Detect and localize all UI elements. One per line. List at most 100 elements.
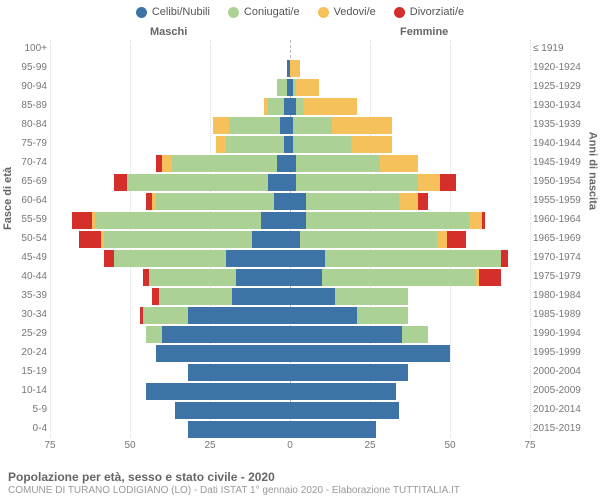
bar-segment: [290, 326, 402, 343]
bar-segment: [332, 117, 393, 134]
bar-segment: [72, 212, 91, 229]
male-bar: [143, 269, 290, 286]
female-bar: [290, 60, 300, 77]
male-bar: [79, 231, 290, 248]
bar-segment: [149, 269, 235, 286]
male-bar: [152, 288, 290, 305]
bar-segment: [335, 288, 409, 305]
bar-segment: [482, 212, 485, 229]
year-label: 1960-1964: [533, 214, 590, 225]
bar-segment: [351, 136, 393, 153]
bar-segment: [290, 250, 325, 267]
female-bar: [290, 250, 508, 267]
bar-segment: [300, 231, 438, 248]
age-label: 40-44: [5, 271, 47, 282]
x-tick: 75: [524, 440, 535, 451]
bar-segment: [290, 269, 322, 286]
bar-segment: [156, 193, 274, 210]
bar-segment: [95, 212, 261, 229]
bar-segment: [447, 231, 466, 248]
bar-segment: [188, 307, 290, 324]
bar-segment: [277, 79, 287, 96]
male-label: Maschi: [150, 26, 187, 38]
legend-swatch: [318, 7, 329, 18]
male-bar: [264, 98, 290, 115]
age-row: 30-341985-1989: [50, 306, 530, 325]
bar-segment: [188, 421, 290, 438]
female-bar: [290, 212, 485, 229]
bar-segment: [175, 402, 290, 419]
bar-segment: [290, 364, 408, 381]
bar-segment: [229, 117, 280, 134]
bar-segment: [159, 288, 233, 305]
bar-segment: [188, 364, 290, 381]
female-bar: [290, 326, 428, 343]
legend-item: Divorziati/e: [394, 6, 464, 18]
bar-segment: [104, 231, 251, 248]
male-bar: [140, 307, 290, 324]
female-bar: [290, 155, 418, 172]
bar-segment: [232, 288, 290, 305]
year-label: 2010-2014: [533, 404, 590, 415]
legend-label: Coniugati/e: [244, 6, 300, 18]
year-label: 1920-1924: [533, 62, 590, 73]
legend-label: Divorziati/e: [410, 6, 464, 18]
legend-swatch: [394, 7, 405, 18]
bar-segment: [290, 345, 450, 362]
year-label: 2000-2004: [533, 366, 590, 377]
legend-item: Coniugati/e: [228, 6, 300, 18]
age-label: 95-99: [5, 62, 47, 73]
age-row: 55-591960-1964: [50, 211, 530, 230]
bar-segment: [268, 174, 290, 191]
bar-segment: [437, 231, 447, 248]
female-bar: [290, 364, 408, 381]
bar-segment: [104, 250, 114, 267]
bar-segment: [156, 345, 290, 362]
age-row: 25-291990-1994: [50, 325, 530, 344]
age-row: 20-241995-1999: [50, 344, 530, 363]
age-label: 85-89: [5, 100, 47, 111]
age-label: 45-49: [5, 252, 47, 263]
age-label: 20-24: [5, 347, 47, 358]
male-bar: [156, 155, 290, 172]
bar-segment: [296, 155, 379, 172]
bar-segment: [162, 326, 290, 343]
bar-segment: [268, 98, 284, 115]
male-bar: [114, 174, 290, 191]
bar-segment: [252, 231, 290, 248]
x-tick: 25: [204, 440, 215, 451]
bar-segment: [290, 212, 306, 229]
female-bar: [290, 79, 319, 96]
x-tick: 25: [364, 440, 375, 451]
male-bar: [188, 364, 290, 381]
bar-segment: [213, 117, 229, 134]
male-bar: [146, 383, 290, 400]
legend-swatch: [136, 7, 147, 18]
bar-segment: [143, 307, 188, 324]
female-bar: [290, 402, 399, 419]
age-label: 0-4: [5, 423, 47, 434]
year-label: 1980-1984: [533, 290, 590, 301]
age-label: 100+: [5, 43, 47, 54]
chart-subtitle: COMUNE DI TURANO LODIGIANO (LO) - Dati I…: [8, 485, 460, 496]
bar-segment: [290, 383, 396, 400]
year-label: 1955-1959: [533, 195, 590, 206]
year-label: 1970-1974: [533, 252, 590, 263]
age-label: 80-84: [5, 119, 47, 130]
male-bar: [175, 402, 290, 419]
age-row: 45-491970-1974: [50, 249, 530, 268]
bar-segment: [274, 193, 290, 210]
age-label: 15-19: [5, 366, 47, 377]
female-bar: [290, 421, 376, 438]
age-row: 95-991920-1924: [50, 59, 530, 78]
x-axis: 7550250255075: [50, 440, 530, 456]
year-label: 1975-1979: [533, 271, 590, 282]
age-row: 75-791940-1944: [50, 135, 530, 154]
bar-segment: [277, 155, 290, 172]
bar-segment: [418, 193, 428, 210]
bar-segment: [127, 174, 268, 191]
legend-item: Vedovi/e: [318, 6, 376, 18]
bar-segment: [399, 193, 418, 210]
age-row: 40-441975-1979: [50, 268, 530, 287]
year-label: 1995-1999: [533, 347, 590, 358]
